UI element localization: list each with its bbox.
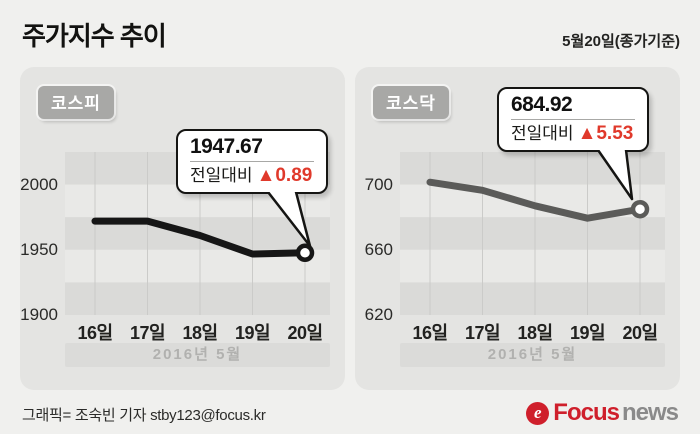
kospi-panel: 코스피 2016년 5월 1947.67 전일대비 ▲0.89 2000 1950 1…	[20, 67, 345, 390]
x-axis-tick: 17일	[129, 323, 166, 343]
kosdaq-delta-value: ▲5.53	[577, 123, 634, 144]
focus-swirl-icon: e	[526, 401, 550, 425]
kosdaq-callout-delta-row: 전일대비 ▲5.53	[511, 123, 635, 145]
kosdaq-plot	[400, 152, 665, 315]
x-axis-tick: 20일	[622, 323, 658, 343]
kospi-badge: 코스피	[38, 86, 114, 119]
x-axis-tick: 19일	[234, 323, 271, 343]
y-axis-tick: 2000	[20, 174, 58, 194]
page-title: 주가지수 추이	[22, 21, 167, 51]
logo-suffix-text: news	[621, 399, 679, 426]
date-note: 5월20일(종가기준)	[562, 33, 680, 50]
kospi-month-band: 2016년 5월	[65, 343, 330, 367]
logo-brand-text: Focus	[553, 399, 620, 426]
kosdaq-panel: 코스닥 2016년 5월 684.92 전일대비 ▲5.53 700 660 620 1…	[355, 67, 680, 390]
x-axis-tick: 20일	[287, 323, 323, 343]
kosdaq-delta-label: 전일대비	[511, 124, 574, 143]
kosdaq-callout-pointer	[596, 150, 634, 201]
y-axis-tick: 1900	[20, 305, 58, 324]
y-axis-tick: 700	[364, 174, 393, 194]
callout-divider	[190, 161, 314, 162]
y-axis-tick: 660	[364, 239, 393, 259]
x-axis-tick: 17일	[464, 323, 501, 343]
credit-line: 그래픽= 조숙빈 기자 stby123@focus.kr	[22, 407, 266, 424]
y-axis-tick: 1950	[20, 239, 58, 259]
kospi-callout: 1947.67 전일대비 ▲0.89	[176, 129, 328, 194]
kosdaq-callout: 684.92 전일대비 ▲5.53	[497, 87, 649, 152]
focus-news-logo: e Focus news	[526, 399, 679, 427]
kospi-callout-delta-row: 전일대비 ▲0.89	[190, 165, 314, 187]
x-axis-tick: 16일	[77, 323, 113, 343]
y-axis-tick: 620	[364, 305, 393, 324]
kosdaq-badge: 코스닥	[373, 86, 449, 119]
x-axis-tick: 18일	[517, 323, 553, 343]
kospi-delta-label: 전일대비	[190, 166, 253, 185]
x-axis-tick: 16일	[412, 323, 448, 343]
kospi-callout-pointer	[266, 192, 312, 248]
kosdaq-callout-value: 684.92	[511, 93, 573, 116]
x-axis-tick: 18일	[182, 323, 218, 343]
x-axis-tick: 19일	[569, 323, 606, 343]
kosdaq-month-band: 2016년 5월	[400, 343, 665, 367]
kospi-callout-value: 1947.67	[190, 135, 263, 158]
callout-divider	[511, 119, 635, 120]
kospi-delta-value: ▲0.89	[256, 165, 313, 186]
